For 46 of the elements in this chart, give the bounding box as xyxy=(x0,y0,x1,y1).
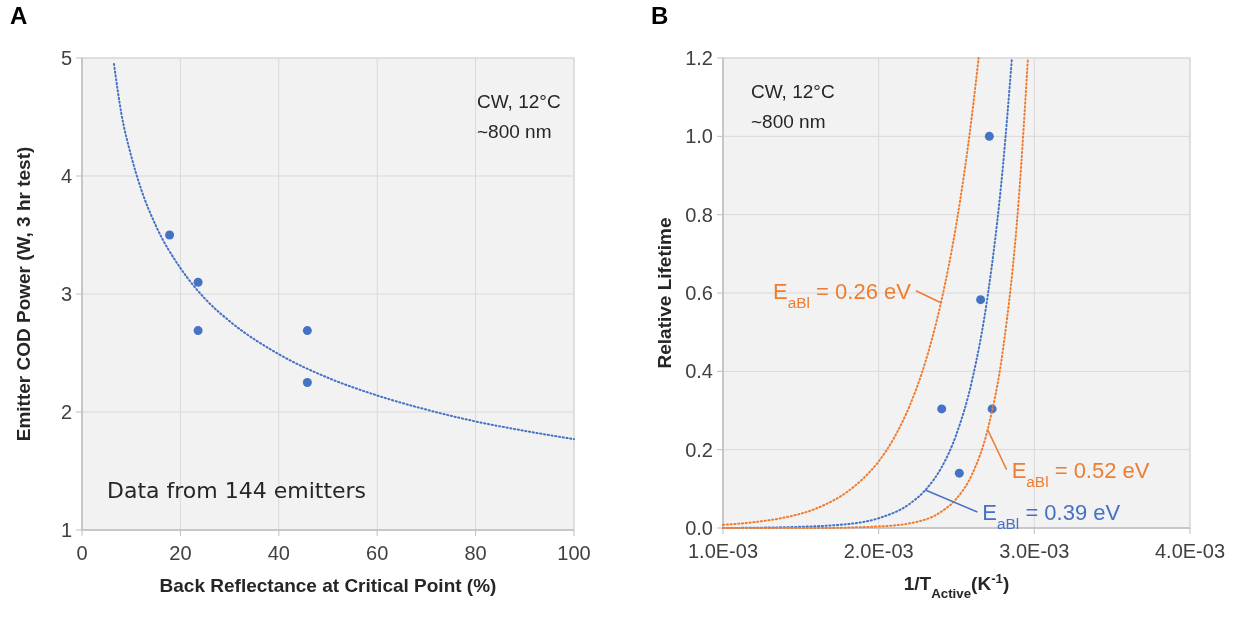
y-tick-label: 0.0 xyxy=(685,517,713,539)
point xyxy=(302,326,312,336)
x-axis-title: Back Reflectance at Critical Point (%) xyxy=(159,575,497,596)
point xyxy=(984,131,994,141)
y-tick-label: 0.8 xyxy=(685,203,713,226)
y-tick-label: 1.0 xyxy=(685,125,713,148)
x-tick-label: 100 xyxy=(557,542,591,564)
x-tick-label: 40 xyxy=(267,542,290,564)
x-tick-label: 2.0E-03 xyxy=(843,540,914,562)
x-tick-label: 20 xyxy=(169,542,192,564)
x-tick-label: 60 xyxy=(366,542,389,564)
y-tick-label: 0.2 xyxy=(685,438,713,461)
point xyxy=(302,378,312,387)
x-tick-label: 1.0E-03 xyxy=(687,540,759,562)
y-axis-title: Emitter COD Power (W, 3 hr test) xyxy=(13,146,34,442)
y-tick-label: 5 xyxy=(60,47,72,69)
point xyxy=(193,277,203,287)
annotation: CW, 12°C xyxy=(751,81,835,102)
y-tick-label: 3 xyxy=(60,283,72,305)
x-axis-title: 1/T$_{Active}$(K$^{-1}$) xyxy=(903,570,1010,601)
point xyxy=(954,468,964,478)
y-tick-label: 4 xyxy=(60,165,72,187)
x-tick-label: 80 xyxy=(464,542,487,564)
chart-title: A xyxy=(10,2,28,29)
annotation: Data from 144 emitters xyxy=(107,478,367,503)
annotation: ~800 nm xyxy=(751,111,826,132)
y-tick-label: 0.4 xyxy=(685,360,713,383)
x-tick-label: 0 xyxy=(76,542,88,564)
x-tick-label: 3.0E-03 xyxy=(999,540,1070,562)
point xyxy=(193,326,203,336)
annotation: CW, 12°C xyxy=(477,91,561,112)
line-series xyxy=(112,62,575,441)
y-tick-label: 1 xyxy=(60,519,72,541)
chart-title: B xyxy=(651,2,669,29)
x-tick-label: 4.0E-03 xyxy=(1154,540,1226,562)
series-label: E$_{aBl}$ = 0.52 eV xyxy=(1011,457,1150,490)
point xyxy=(165,230,175,240)
annotation: ~800 nm xyxy=(477,121,552,142)
point xyxy=(937,404,947,414)
y-tick-label: 1.2 xyxy=(685,47,713,69)
y-axis-title: Relative Lifetime xyxy=(654,217,675,369)
point xyxy=(976,295,986,305)
series-label: E$_{aBl}$ = 0.26 eV xyxy=(773,278,912,311)
y-tick-label: 2 xyxy=(60,401,72,423)
legend-label: E$_{aBl}$ = 0.39 eV xyxy=(982,500,1121,532)
y-tick-label: 0.6 xyxy=(685,282,713,304)
